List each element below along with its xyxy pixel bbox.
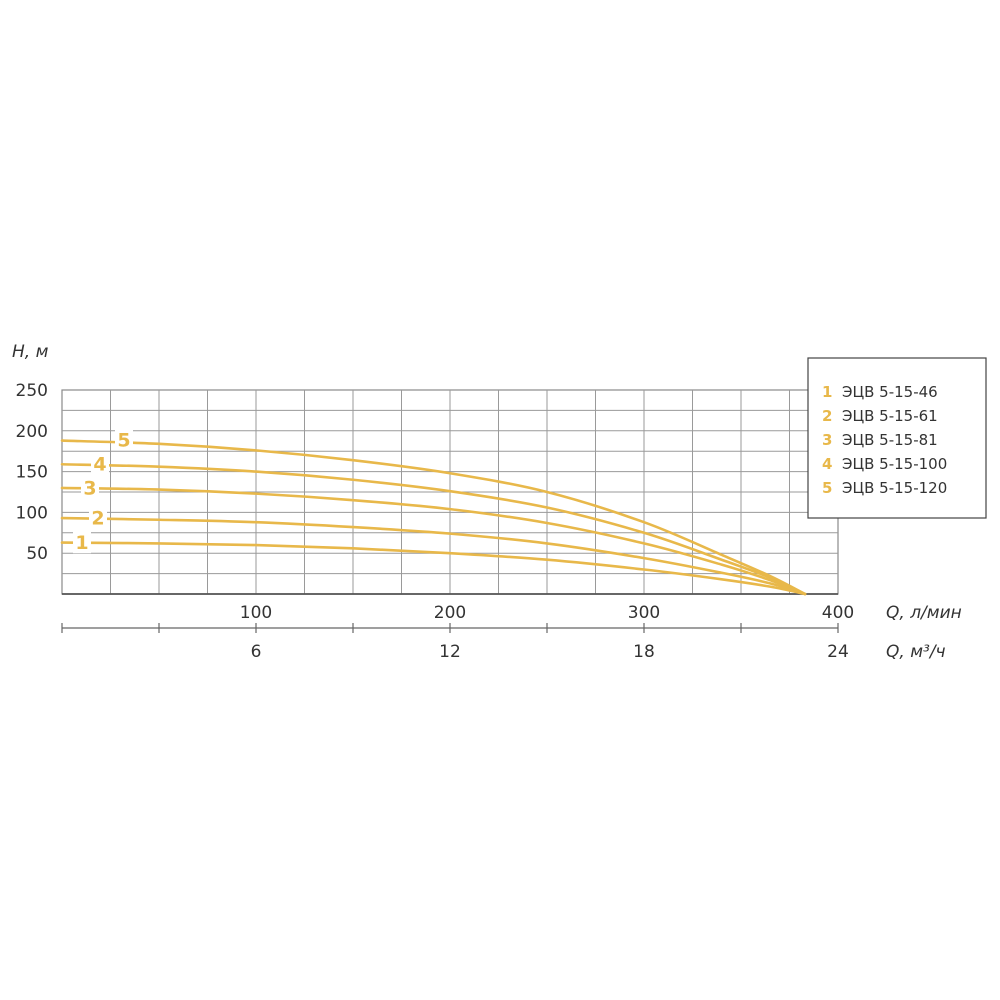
legend-number-1: 1 — [822, 383, 832, 401]
x-tick-label-primary: 400 — [822, 603, 854, 623]
curve-label-bg — [91, 452, 109, 475]
curve-label-3: 3 — [83, 477, 96, 499]
x-tick-label-secondary: 6 — [251, 642, 262, 662]
curve-label-1: 1 — [75, 532, 88, 554]
y-tick-label: 250 — [16, 381, 48, 401]
legend-number-4: 4 — [822, 455, 832, 473]
y-tick-label: 150 — [16, 463, 48, 483]
series-line-2 — [60, 516, 807, 596]
legend-box — [807, 357, 987, 519]
x-tick-label-primary: 200 — [434, 603, 466, 623]
curve-labels: 12 345 — [73, 428, 133, 554]
legend-entry-5: ЭЦВ 5-15-120 — [842, 479, 947, 497]
curve-label-bg — [73, 531, 91, 554]
curve-label-4: 4 — [93, 453, 106, 475]
curve-label-2: 2 — [91, 507, 104, 529]
curve-label-bg — [115, 428, 133, 451]
legend-entry-2: ЭЦВ 5-15-61 — [842, 407, 938, 425]
legend-number-3: 3 — [822, 431, 832, 449]
x-tick-label-secondary: 24 — [827, 642, 849, 662]
series-line-4 — [60, 462, 807, 596]
curves — [60, 439, 807, 596]
curve-label-5: 5 — [117, 429, 130, 451]
y-axis-title: H, м — [12, 342, 49, 362]
series-line-3 — [60, 486, 807, 596]
legend: 1 ЭЦВ 5-15-46 2 ЭЦВ 5-15-61 3 ЭЦВ 5-15-81 4 ЭЦВ… — [807, 357, 987, 519]
x-axis-title-primary: Q, л/мин — [886, 603, 962, 623]
x-tick-label-primary: 300 — [628, 603, 660, 623]
y-tick-label: 50 — [26, 544, 48, 564]
series-line-5 — [60, 439, 807, 596]
y-tick-label: 100 — [16, 503, 48, 523]
x-tick-label-secondary: 12 — [439, 642, 461, 662]
y-tick-label: 200 — [16, 422, 48, 442]
x-axis-title-secondary: Q, м³/ч — [886, 642, 946, 662]
axes: 50 100 150 200 250 H, м 100 200 300 400 Q, л/мин 6 1… — [12, 342, 962, 662]
legend-entry-4: ЭЦВ 5-15-100 — [842, 455, 947, 473]
x-tick-label-secondary: 18 — [633, 642, 655, 662]
curve-label-bg — [89, 506, 107, 529]
legend-entry-1: ЭЦВ 5-15-46 — [842, 383, 938, 401]
legend-number-2: 2 — [822, 407, 832, 425]
curve-label-bg — [81, 476, 99, 499]
legend-entry-3: ЭЦВ 5-15-81 — [842, 431, 938, 449]
legend-number-5: 5 — [822, 479, 832, 497]
series-line-1 — [60, 541, 807, 596]
x-tick-label-primary: 100 — [240, 603, 272, 623]
